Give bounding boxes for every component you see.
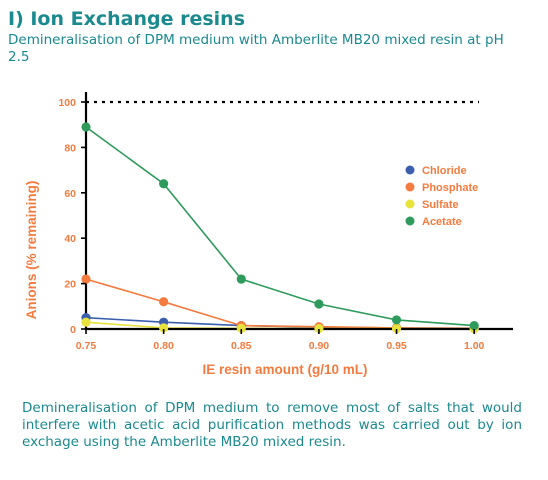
data-point-phosphate — [81, 274, 91, 284]
page-subtitle: Demineralisation of DPM medium with Ambe… — [8, 32, 504, 65]
y-tick-label: 60 — [64, 188, 76, 200]
x-tick-label: 0.85 — [231, 340, 252, 352]
data-point-sulfate — [159, 323, 169, 333]
x-tick-label: 0.75 — [76, 340, 97, 352]
data-point-acetate — [81, 122, 91, 132]
y-tick-label: 40 — [64, 233, 76, 245]
legend-label-chloride: Chloride — [422, 165, 467, 177]
legend-label-sulfate: Sulfate — [422, 199, 459, 211]
page-title: I) Ion Exchange resins — [8, 8, 246, 30]
y-tick-label: 0 — [70, 324, 76, 336]
y-tick-label: 100 — [58, 97, 76, 109]
data-point-acetate — [314, 299, 324, 309]
data-point-acetate — [236, 274, 246, 284]
data-point-sulfate — [314, 323, 324, 334]
legend-marker-chloride — [405, 165, 415, 175]
description-text: Demineralisation of DPM medium to remove… — [22, 400, 522, 450]
legend-marker-acetate — [405, 216, 415, 226]
x-tick-label: 1.00 — [464, 340, 485, 352]
legend-marker-phosphate — [405, 182, 415, 192]
data-point-phosphate — [159, 297, 169, 307]
anions-chart: 0 20 40 60 80 100 0.75 0.80 0.85 0.90 0.95 1.00 Chl… — [24, 92, 513, 377]
series-line-acetate — [85, 126, 475, 327]
y-axis-label: Anions (% remaining) — [24, 181, 39, 320]
data-point-sulfate — [236, 323, 246, 333]
legend-marker-sulfate — [405, 199, 415, 209]
data-point-acetate — [391, 315, 402, 325]
x-tick-label: 0.90 — [309, 340, 330, 352]
y-tick-label: 80 — [64, 142, 76, 154]
x-tick-label: 0.80 — [153, 340, 174, 352]
x-axis-label: IE resin amount (g/10 mL) — [202, 362, 367, 377]
data-point-sulfate — [81, 317, 91, 327]
data-point-acetate — [159, 179, 169, 189]
data-point-sulfate — [391, 323, 402, 334]
legend-label-phosphate: Phosphate — [422, 182, 478, 194]
y-tick-label: 20 — [64, 279, 76, 291]
x-tick-label: 0.95 — [386, 340, 407, 352]
data-point-acetate — [469, 320, 479, 331]
legend-label-acetate: Acetate — [422, 216, 462, 228]
